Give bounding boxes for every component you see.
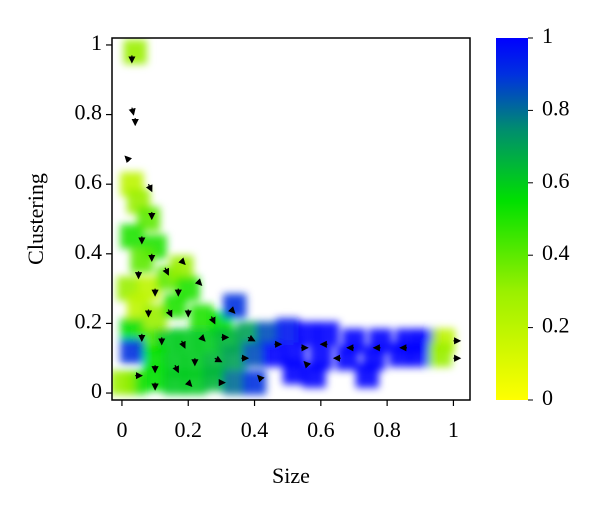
arrow bbox=[162, 267, 170, 276]
heat-cell bbox=[130, 248, 154, 273]
heat-cell bbox=[223, 370, 247, 395]
arrow bbox=[303, 360, 312, 369]
arrow bbox=[179, 340, 186, 349]
heat-cell bbox=[123, 39, 147, 65]
plot-frame bbox=[111, 37, 471, 401]
y-tick-label: 0.2 bbox=[75, 308, 103, 333]
heat-cell bbox=[315, 321, 340, 347]
y-axis-label: Clustering bbox=[23, 173, 48, 265]
arrow bbox=[165, 309, 173, 318]
arrow bbox=[257, 374, 265, 383]
heat-cell bbox=[335, 346, 359, 371]
y-tick-label: 0.6 bbox=[75, 169, 103, 194]
heat-cell bbox=[236, 321, 260, 347]
arrow bbox=[145, 183, 153, 193]
arrow bbox=[208, 316, 216, 325]
heat-cell bbox=[262, 342, 287, 367]
heat-cell bbox=[428, 342, 452, 367]
arrow bbox=[198, 333, 206, 342]
colorbar bbox=[496, 38, 528, 400]
heat-cell bbox=[143, 366, 167, 392]
x-tick-label: 1 bbox=[448, 417, 459, 442]
quiver bbox=[124, 55, 462, 391]
arrow bbox=[178, 257, 186, 266]
heat-cell bbox=[163, 370, 187, 395]
arrow bbox=[128, 107, 136, 116]
x-axis-label: Size bbox=[272, 463, 310, 488]
heat-cell bbox=[242, 370, 267, 395]
arrow bbox=[194, 278, 203, 287]
heat-cell bbox=[143, 346, 167, 371]
heat-cell bbox=[112, 370, 134, 395]
heat-cell bbox=[120, 339, 144, 364]
heat-cell bbox=[183, 370, 207, 395]
heat-cell bbox=[170, 255, 194, 280]
arrow bbox=[172, 364, 179, 374]
heat-cell bbox=[276, 318, 300, 343]
heat-cell bbox=[242, 342, 267, 367]
heat-cell bbox=[282, 359, 306, 385]
colorbar-tick-label: 0.6 bbox=[542, 168, 570, 193]
heat-cell bbox=[143, 304, 167, 329]
x-tick-label: 0.4 bbox=[241, 417, 269, 442]
y-tick-label: 0.8 bbox=[75, 100, 103, 125]
arrow bbox=[184, 379, 193, 387]
heat-cell bbox=[388, 342, 412, 367]
x-tick-label: 0.8 bbox=[373, 417, 401, 442]
heat-cell bbox=[189, 304, 214, 329]
heat-cell bbox=[163, 293, 187, 319]
y-tick-label: 0.4 bbox=[75, 239, 103, 264]
y-tick-label: 0 bbox=[91, 378, 102, 403]
heat-cell bbox=[196, 328, 220, 354]
colorbar-tick-label: 0.2 bbox=[542, 313, 570, 338]
heat-cell bbox=[295, 321, 320, 347]
heat-cell bbox=[223, 346, 247, 371]
heat-cell bbox=[203, 366, 227, 392]
heat-cell bbox=[176, 328, 200, 354]
arrow bbox=[124, 155, 133, 164]
arrow bbox=[227, 306, 236, 314]
arrow bbox=[214, 355, 223, 363]
x-tick-label: 0 bbox=[116, 417, 127, 442]
colorbar-tick-label: 0.8 bbox=[542, 95, 570, 120]
heat-cell bbox=[256, 321, 280, 347]
heat-cell bbox=[302, 363, 326, 388]
heat-cell bbox=[120, 224, 144, 249]
x-tick-label: 0.6 bbox=[307, 417, 335, 442]
heat-cell bbox=[408, 342, 432, 367]
arrow bbox=[247, 334, 256, 342]
heat-cell bbox=[223, 293, 247, 319]
y-tick-label: 1 bbox=[91, 30, 102, 55]
colorbar-tick-label: 0.4 bbox=[542, 240, 570, 265]
colorbar-tick-label: 1 bbox=[542, 23, 553, 48]
heat-cell bbox=[355, 363, 379, 388]
colorbar-tick-label: 0 bbox=[542, 385, 553, 410]
x-tick-label: 0.2 bbox=[174, 417, 202, 442]
